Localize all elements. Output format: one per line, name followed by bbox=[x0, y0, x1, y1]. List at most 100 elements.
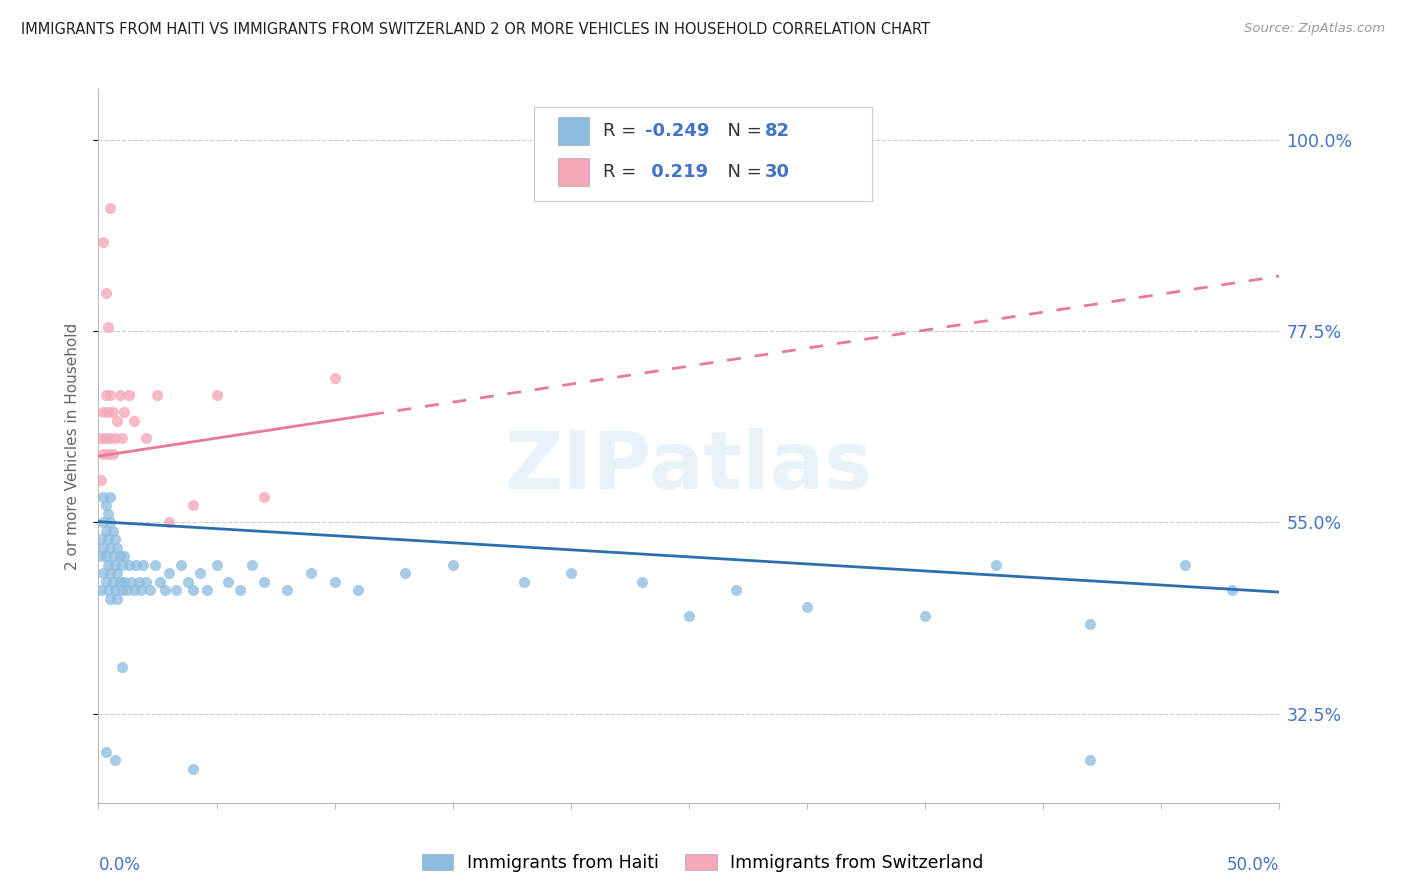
Text: N =: N = bbox=[716, 163, 768, 181]
Point bbox=[253, 490, 276, 504]
Point bbox=[170, 558, 193, 572]
Point bbox=[157, 516, 180, 530]
Point bbox=[90, 583, 112, 598]
Point bbox=[90, 430, 112, 444]
Text: 0.0%: 0.0% bbox=[98, 856, 141, 874]
Point bbox=[111, 660, 134, 674]
Point bbox=[229, 583, 252, 598]
Point bbox=[97, 533, 120, 547]
Point bbox=[90, 533, 112, 547]
Point bbox=[181, 762, 204, 776]
Point bbox=[796, 600, 818, 615]
Point bbox=[104, 558, 127, 572]
Point bbox=[97, 507, 120, 521]
Point bbox=[101, 405, 124, 419]
Point bbox=[94, 549, 117, 564]
Point bbox=[143, 558, 166, 572]
Point bbox=[122, 583, 145, 598]
Point bbox=[91, 235, 114, 249]
Point bbox=[181, 583, 204, 598]
Point bbox=[157, 566, 180, 581]
Point bbox=[101, 448, 124, 462]
Point bbox=[394, 566, 416, 581]
Point bbox=[111, 430, 134, 444]
Point bbox=[101, 549, 124, 564]
Point bbox=[90, 549, 112, 564]
Point bbox=[91, 541, 114, 555]
Point bbox=[94, 745, 117, 759]
Point bbox=[118, 558, 141, 572]
Point bbox=[1174, 558, 1197, 572]
Text: Source: ZipAtlas.com: Source: ZipAtlas.com bbox=[1244, 22, 1385, 36]
Text: -0.249: -0.249 bbox=[645, 122, 710, 140]
Point bbox=[97, 583, 120, 598]
Point bbox=[195, 583, 218, 598]
Point bbox=[105, 591, 128, 606]
Text: R =: R = bbox=[603, 122, 643, 140]
Point bbox=[205, 388, 228, 402]
Point bbox=[441, 558, 464, 572]
Point bbox=[122, 413, 145, 427]
Point bbox=[108, 549, 131, 564]
Point bbox=[98, 388, 121, 402]
Legend: Immigrants from Haiti, Immigrants from Switzerland: Immigrants from Haiti, Immigrants from S… bbox=[415, 847, 991, 879]
Point bbox=[91, 448, 114, 462]
Text: 82: 82 bbox=[765, 122, 790, 140]
Point bbox=[115, 583, 138, 598]
Point bbox=[125, 558, 148, 572]
Point bbox=[98, 591, 121, 606]
Point bbox=[112, 574, 135, 589]
Text: 0.219: 0.219 bbox=[645, 163, 709, 181]
Point bbox=[94, 430, 117, 444]
Point bbox=[91, 516, 114, 530]
Point bbox=[105, 413, 128, 427]
Point bbox=[98, 516, 121, 530]
Point bbox=[121, 574, 143, 589]
Text: 50.0%: 50.0% bbox=[1227, 856, 1279, 874]
Point bbox=[98, 541, 121, 555]
Point bbox=[323, 574, 346, 589]
Point bbox=[1220, 583, 1243, 598]
Point bbox=[984, 558, 1007, 572]
Point bbox=[135, 574, 157, 589]
Point bbox=[105, 566, 128, 581]
Text: N =: N = bbox=[716, 122, 768, 140]
Point bbox=[97, 405, 120, 419]
Point bbox=[205, 558, 228, 572]
Point bbox=[299, 566, 322, 581]
Point bbox=[111, 583, 134, 598]
Point bbox=[104, 430, 127, 444]
Point bbox=[188, 566, 211, 581]
Point bbox=[512, 574, 534, 589]
Text: R =: R = bbox=[603, 163, 643, 181]
Point bbox=[90, 473, 112, 487]
Point bbox=[132, 558, 155, 572]
Point bbox=[104, 533, 127, 547]
Point bbox=[165, 583, 187, 598]
Point bbox=[128, 574, 150, 589]
Y-axis label: 2 or more Vehicles in Household: 2 or more Vehicles in Household bbox=[65, 322, 80, 570]
Point bbox=[146, 388, 169, 402]
Point bbox=[97, 558, 120, 572]
Point bbox=[98, 430, 121, 444]
Point bbox=[94, 499, 117, 513]
Point bbox=[91, 490, 114, 504]
Point bbox=[108, 574, 131, 589]
Point bbox=[101, 524, 124, 538]
Point bbox=[108, 388, 131, 402]
Point bbox=[105, 541, 128, 555]
Point bbox=[1080, 753, 1102, 767]
Point bbox=[560, 566, 582, 581]
Point bbox=[98, 201, 121, 215]
Point bbox=[98, 566, 121, 581]
Point bbox=[97, 320, 120, 334]
Point bbox=[240, 558, 263, 572]
Point bbox=[149, 574, 172, 589]
Point bbox=[97, 448, 120, 462]
Point bbox=[276, 583, 298, 598]
Point bbox=[323, 371, 346, 385]
Point bbox=[104, 753, 127, 767]
Point bbox=[914, 608, 936, 623]
Point bbox=[94, 286, 117, 301]
Point bbox=[139, 583, 162, 598]
